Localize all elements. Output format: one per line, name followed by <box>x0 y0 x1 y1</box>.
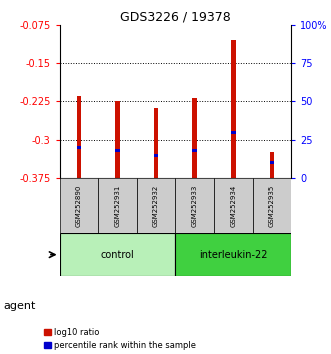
Bar <box>214 178 253 233</box>
Title: GDS3226 / 19378: GDS3226 / 19378 <box>120 11 231 24</box>
Text: GSM252935: GSM252935 <box>269 184 275 227</box>
Text: GSM252934: GSM252934 <box>230 184 236 227</box>
Text: interleukin-22: interleukin-22 <box>199 250 267 260</box>
Bar <box>154 154 159 156</box>
Text: control: control <box>101 250 134 260</box>
Text: agent: agent <box>3 301 36 311</box>
Text: GSM252932: GSM252932 <box>153 184 159 227</box>
Text: GSM252931: GSM252931 <box>115 184 120 227</box>
Bar <box>60 178 98 233</box>
Bar <box>231 40 236 178</box>
Bar <box>175 178 214 233</box>
Bar <box>175 233 291 276</box>
Bar <box>192 149 197 152</box>
Bar <box>231 131 236 133</box>
Bar <box>270 161 274 164</box>
Bar <box>270 153 274 178</box>
Legend: log10 ratio, percentile rank within the sample: log10 ratio, percentile rank within the … <box>44 328 196 350</box>
Text: GSM252933: GSM252933 <box>192 184 198 227</box>
Bar <box>60 233 175 276</box>
Bar <box>98 178 137 233</box>
Bar <box>154 108 159 178</box>
Text: GSM252890: GSM252890 <box>76 184 82 227</box>
Bar <box>76 96 81 178</box>
Bar <box>115 149 120 152</box>
Bar <box>253 178 291 233</box>
Bar <box>137 178 175 233</box>
Bar <box>115 101 120 178</box>
Bar <box>76 146 81 149</box>
Bar <box>192 98 197 178</box>
